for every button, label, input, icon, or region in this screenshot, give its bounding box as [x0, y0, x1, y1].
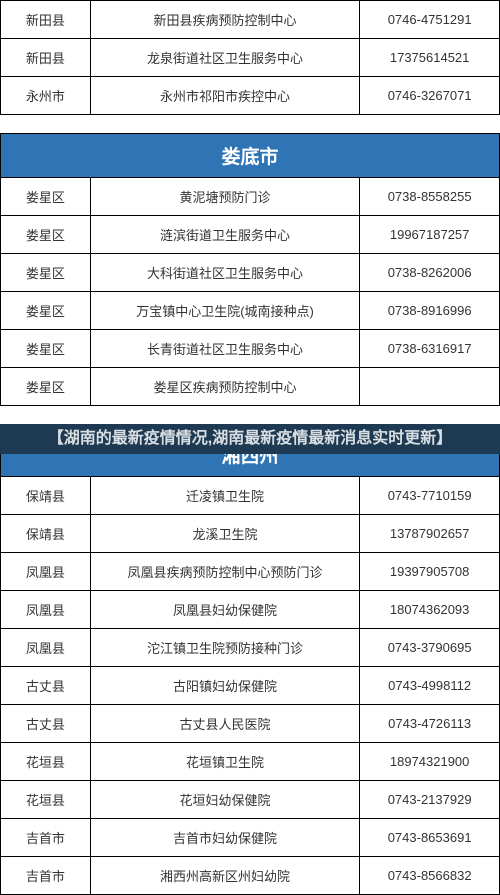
facility-cell: 永州市祁阳市疾控中心 — [90, 77, 359, 115]
district-cell: 永州市 — [1, 77, 91, 115]
facility-cell: 花垣镇卫生院 — [90, 743, 359, 781]
district-cell: 古丈县 — [1, 705, 91, 743]
phone-cell: 0746-4751291 — [360, 1, 500, 39]
phone-cell: 0743-8566832 — [360, 857, 500, 895]
district-cell: 保靖县 — [1, 477, 91, 515]
facility-cell: 古丈县人民医院 — [90, 705, 359, 743]
table-row: 凤凰县凤凰县疾病预防控制中心预防门诊19397905708 — [1, 553, 500, 591]
phone-cell — [360, 368, 500, 406]
table-row: 娄星区涟滨街道卫生服务中心19967187257 — [1, 216, 500, 254]
district-cell: 新田县 — [1, 39, 91, 77]
facility-cell: 黄泥塘预防门诊 — [90, 178, 359, 216]
phone-cell: 19397905708 — [360, 553, 500, 591]
xiangxi-tbody: 保靖县迁凌镇卫生院0743-7710159保靖县龙溪卫生院13787902657… — [1, 477, 500, 895]
phone-cell: 0743-3790695 — [360, 629, 500, 667]
phone-cell: 0743-4998112 — [360, 667, 500, 705]
facility-cell: 龙溪卫生院 — [90, 515, 359, 553]
phone-cell: 0743-2137929 — [360, 781, 500, 819]
loudi-header: 娄底市 — [1, 134, 500, 178]
table-row: 古丈县古阳镇妇幼保健院0743-4998112 — [1, 667, 500, 705]
district-cell: 新田县 — [1, 1, 91, 39]
phone-cell: 18074362093 — [360, 591, 500, 629]
facility-cell: 古阳镇妇幼保健院 — [90, 667, 359, 705]
phone-cell: 0743-8653691 — [360, 819, 500, 857]
xiangxi-section: 【湖南的最新疫情情况,湖南最新疫情最新消息实时更新】 湘西州 保靖县迁凌镇卫生院… — [0, 424, 500, 895]
district-cell: 吉首市 — [1, 857, 91, 895]
facility-cell: 娄星区疾病预防控制中心 — [90, 368, 359, 406]
facility-cell: 龙泉街道社区卫生服务中心 — [90, 39, 359, 77]
phone-cell: 13787902657 — [360, 515, 500, 553]
district-cell: 古丈县 — [1, 667, 91, 705]
table-row: 永州市永州市祁阳市疾控中心0746-3267071 — [1, 77, 500, 115]
phone-cell: 17375614521 — [360, 39, 500, 77]
table-row: 新田县新田县疾病预防控制中心0746-4751291 — [1, 1, 500, 39]
district-cell: 娄星区 — [1, 292, 91, 330]
district-cell: 凤凰县 — [1, 629, 91, 667]
table-row: 吉首市吉首市妇幼保健院0743-8653691 — [1, 819, 500, 857]
table-row: 花垣县花垣妇幼保健院0743-2137929 — [1, 781, 500, 819]
phone-cell: 0746-3267071 — [360, 77, 500, 115]
facility-cell: 凤凰县疾病预防控制中心预防门诊 — [90, 553, 359, 591]
table-row: 娄星区娄星区疾病预防控制中心 — [1, 368, 500, 406]
phone-cell: 0738-8558255 — [360, 178, 500, 216]
district-cell: 娄星区 — [1, 330, 91, 368]
table-row: 娄星区大科街道社区卫生服务中心0738-8262006 — [1, 254, 500, 292]
district-cell: 娄星区 — [1, 254, 91, 292]
facility-cell: 花垣妇幼保健院 — [90, 781, 359, 819]
news-banner: 【湖南的最新疫情情况,湖南最新疫情最新消息实时更新】 — [0, 424, 500, 454]
facility-cell: 凤凰县妇幼保健院 — [90, 591, 359, 629]
loudi-section: 娄底市 娄星区黄泥塘预防门诊0738-8558255娄星区涟滨街道卫生服务中心1… — [0, 133, 500, 406]
facility-cell: 新田县疾病预防控制中心 — [90, 1, 359, 39]
district-cell: 花垣县 — [1, 781, 91, 819]
facility-cell: 万宝镇中心卫生院(城南接种点) — [90, 292, 359, 330]
table-row: 吉首市湘西州高新区州妇幼院0743-8566832 — [1, 857, 500, 895]
top-tbody: 新田县新田县疾病预防控制中心0746-4751291新田县龙泉街道社区卫生服务中… — [1, 1, 500, 115]
xiangxi-table: 湘西州 保靖县迁凌镇卫生院0743-7710159保靖县龙溪卫生院1378790… — [0, 432, 500, 895]
table-row: 娄星区长青街道社区卫生服务中心0738-6316917 — [1, 330, 500, 368]
top-table-section: 新田县新田县疾病预防控制中心0746-4751291新田县龙泉街道社区卫生服务中… — [0, 0, 500, 115]
table-row: 凤凰县凤凰县妇幼保健院18074362093 — [1, 591, 500, 629]
district-cell: 娄星区 — [1, 178, 91, 216]
facility-cell: 迁凌镇卫生院 — [90, 477, 359, 515]
loudi-tbody: 娄星区黄泥塘预防门诊0738-8558255娄星区涟滨街道卫生服务中心19967… — [1, 178, 500, 406]
facility-cell: 湘西州高新区州妇幼院 — [90, 857, 359, 895]
district-cell: 娄星区 — [1, 216, 91, 254]
district-cell: 保靖县 — [1, 515, 91, 553]
phone-cell: 0738-8916996 — [360, 292, 500, 330]
phone-cell: 18974321900 — [360, 743, 500, 781]
district-cell: 娄星区 — [1, 368, 91, 406]
phone-cell: 0743-4726113 — [360, 705, 500, 743]
table-row: 凤凰县沱江镇卫生院预防接种门诊0743-3790695 — [1, 629, 500, 667]
facility-cell: 长青街道社区卫生服务中心 — [90, 330, 359, 368]
table-row: 保靖县龙溪卫生院13787902657 — [1, 515, 500, 553]
table-row: 保靖县迁凌镇卫生院0743-7710159 — [1, 477, 500, 515]
facility-cell: 沱江镇卫生院预防接种门诊 — [90, 629, 359, 667]
phone-cell: 0743-7710159 — [360, 477, 500, 515]
district-cell: 凤凰县 — [1, 553, 91, 591]
district-cell: 吉首市 — [1, 819, 91, 857]
table-row: 新田县龙泉街道社区卫生服务中心17375614521 — [1, 39, 500, 77]
table-row: 花垣县花垣镇卫生院18974321900 — [1, 743, 500, 781]
loudi-table: 娄底市 娄星区黄泥塘预防门诊0738-8558255娄星区涟滨街道卫生服务中心1… — [0, 133, 500, 406]
table-row: 娄星区黄泥塘预防门诊0738-8558255 — [1, 178, 500, 216]
facility-cell: 吉首市妇幼保健院 — [90, 819, 359, 857]
facility-cell: 涟滨街道卫生服务中心 — [90, 216, 359, 254]
phone-cell: 19967187257 — [360, 216, 500, 254]
facility-cell: 大科街道社区卫生服务中心 — [90, 254, 359, 292]
top-table: 新田县新田县疾病预防控制中心0746-4751291新田县龙泉街道社区卫生服务中… — [0, 0, 500, 115]
table-row: 古丈县古丈县人民医院0743-4726113 — [1, 705, 500, 743]
phone-cell: 0738-8262006 — [360, 254, 500, 292]
district-cell: 凤凰县 — [1, 591, 91, 629]
table-row: 娄星区万宝镇中心卫生院(城南接种点)0738-8916996 — [1, 292, 500, 330]
phone-cell: 0738-6316917 — [360, 330, 500, 368]
district-cell: 花垣县 — [1, 743, 91, 781]
